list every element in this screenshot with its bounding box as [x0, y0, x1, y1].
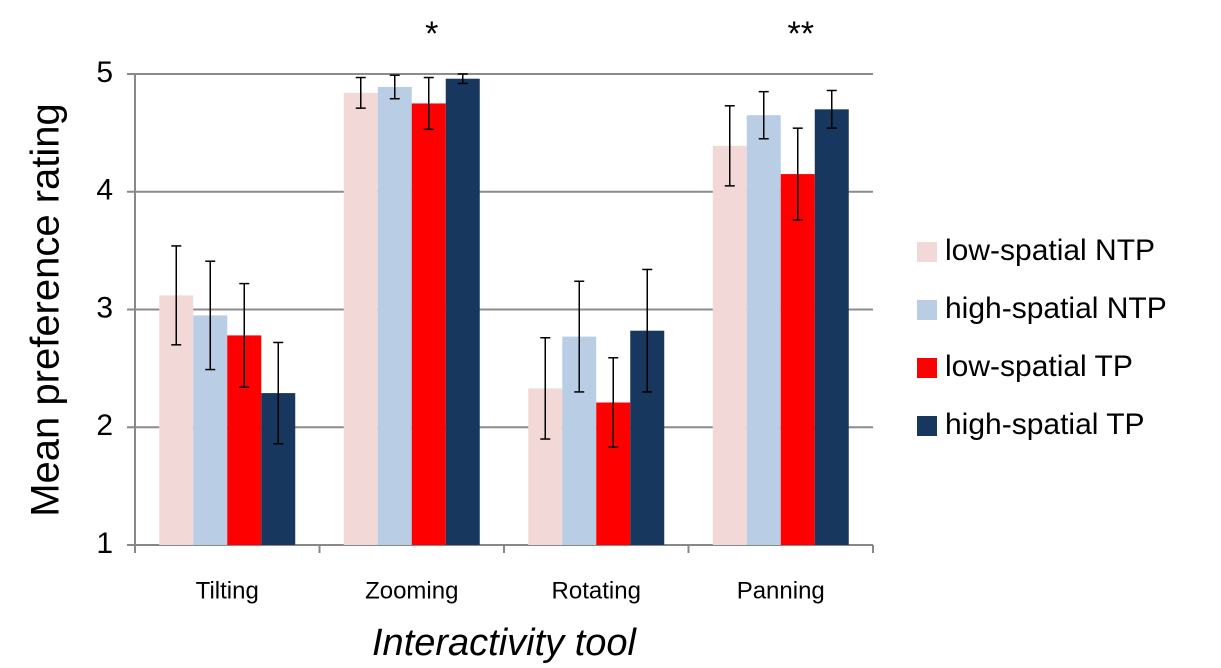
legend-label: low-spatial NTP	[945, 234, 1155, 267]
bar	[411, 103, 446, 545]
error-bar	[423, 76, 434, 131]
legend-label: high-spatial TP	[945, 408, 1145, 441]
bar	[814, 109, 849, 545]
error-bar	[540, 337, 551, 440]
error-bar	[608, 357, 619, 449]
x-tick-label: Rotating	[552, 577, 641, 604]
error-bar	[642, 268, 653, 393]
error-bar	[758, 90, 769, 140]
error-bar	[171, 245, 182, 346]
error-bar	[355, 76, 366, 109]
y-tick-label: 3	[96, 291, 113, 324]
error-bar	[239, 282, 250, 388]
significance-marker: *	[425, 15, 438, 53]
error-bar	[457, 73, 468, 85]
legend-swatch	[917, 300, 937, 320]
error-bar	[792, 127, 803, 221]
bar	[445, 78, 480, 546]
error-bar	[724, 105, 735, 187]
significance-marker: **	[788, 15, 814, 53]
error-bar	[826, 89, 837, 129]
bar	[746, 115, 781, 546]
bar	[343, 92, 378, 545]
bar	[712, 145, 747, 545]
y-tick-label: 1	[96, 527, 113, 560]
error-bar	[574, 280, 585, 393]
error-bar	[205, 260, 216, 371]
legend-swatch	[917, 358, 937, 378]
x-tick-label: Zooming	[365, 577, 458, 604]
legend-label: low-spatial TP	[945, 350, 1133, 383]
y-tick-label: 5	[96, 56, 113, 89]
y-axis-label: Mean preference rating	[24, 103, 68, 517]
x-axis-label: Interactivity tool	[372, 622, 638, 664]
x-tick-label: Panning	[737, 577, 825, 604]
legend-swatch	[917, 416, 937, 436]
x-tick-label: Tilting	[196, 577, 259, 604]
bar	[780, 174, 815, 545]
error-bar	[389, 74, 400, 100]
y-tick-label: 4	[96, 174, 113, 207]
y-tick-label: 2	[96, 409, 113, 442]
legend-label: high-spatial NTP	[945, 292, 1167, 325]
bar	[377, 86, 412, 545]
error-bar	[273, 341, 284, 445]
legend-swatch	[917, 242, 937, 262]
